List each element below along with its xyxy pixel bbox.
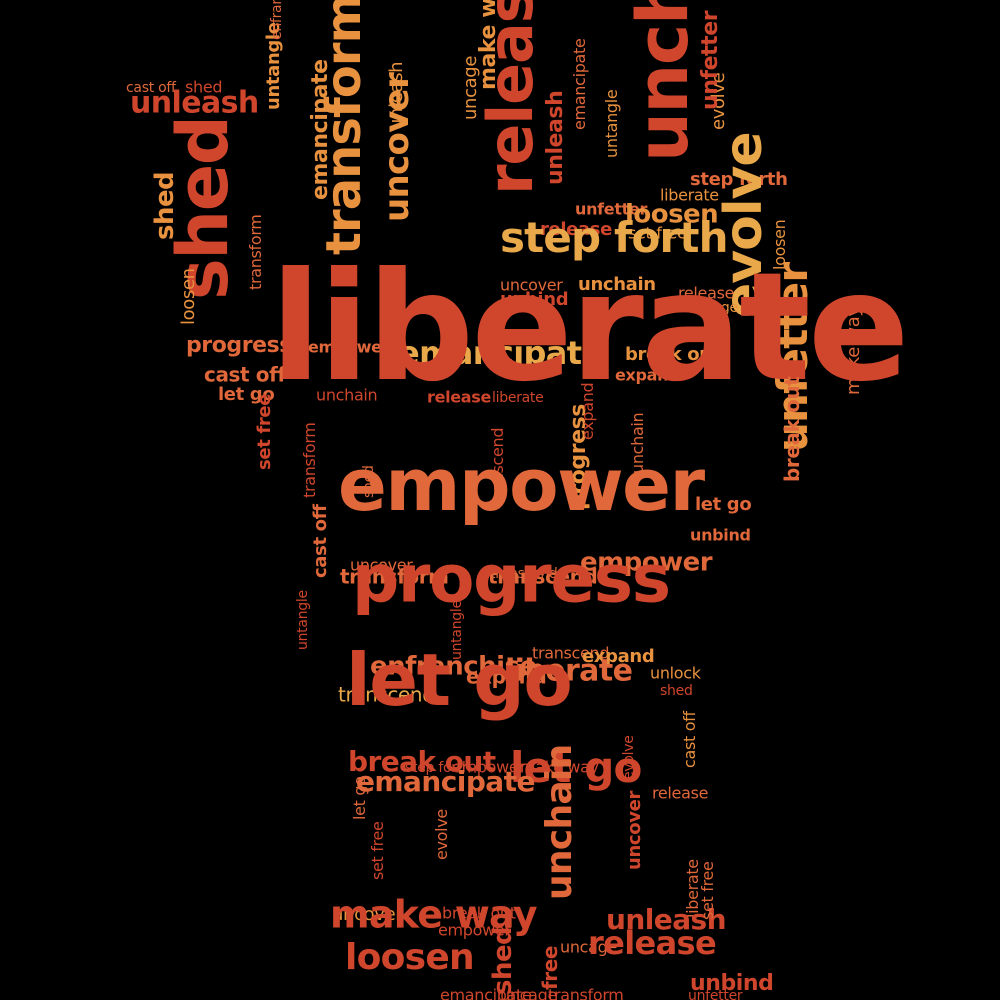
cloud-word: unfetter	[698, 10, 723, 110]
cloud-word: let go	[510, 743, 642, 793]
cloud-word: cast off	[204, 362, 286, 387]
cloud-word: empower	[338, 442, 705, 527]
cloud-word: unleash	[386, 61, 407, 130]
cloud-word: unbind	[690, 970, 774, 996]
cloud-word: expand	[466, 664, 547, 689]
cloud-word: loosen	[178, 268, 199, 325]
cloud-word: break out	[348, 745, 496, 779]
cloud-word: liberate	[270, 241, 910, 415]
cloud-word: unbind	[500, 288, 569, 310]
cloud-word: transform	[300, 422, 319, 498]
cloud-word: loosen	[625, 199, 719, 230]
cloud-word: set free	[628, 223, 687, 243]
cloud-word: liberate	[492, 390, 544, 407]
cloud-word: release	[678, 283, 735, 303]
cloud-word: step forth	[500, 213, 729, 263]
cloud-word: release	[652, 783, 709, 803]
cloud-word: unbind	[690, 525, 751, 545]
cloud-word: break out	[780, 376, 804, 482]
cloud-word: enfranchise	[269, 0, 285, 40]
cloud-word: unchain	[539, 744, 580, 900]
cloud-word: empower	[580, 547, 713, 578]
cloud-word: empower	[308, 337, 390, 357]
cloud-word: uncover	[350, 555, 413, 575]
cloud-word: cast off	[126, 80, 176, 97]
cloud-word: unfetter	[688, 988, 743, 1000]
cloud-word: shed	[185, 77, 223, 97]
cloud-word: cast off	[680, 711, 699, 768]
cloud-word: empower	[452, 757, 525, 777]
cloud-word: uncage	[688, 300, 738, 317]
cloud-word: emancipate	[570, 38, 589, 131]
cloud-word: let go	[218, 383, 275, 405]
cloud-word: evolve	[432, 809, 451, 860]
cloud-word: make way	[520, 757, 599, 777]
cloud-word: break out	[442, 903, 516, 923]
cloud-word: emancipate	[440, 985, 532, 1000]
cloud-word: free	[538, 945, 562, 990]
cloud-word: liberate	[505, 653, 633, 689]
cloud-word: shed	[660, 683, 693, 700]
cloud-word: expand	[582, 645, 655, 667]
cloud-word: transform	[548, 985, 624, 1000]
cloud-word: unchain	[316, 385, 378, 405]
cloud-word: unchain	[578, 273, 656, 295]
cloud-word: untangle	[295, 590, 311, 650]
cloud-word: unchain	[622, 0, 704, 162]
cloud-word: make way	[330, 892, 538, 937]
cloud-word: let go	[695, 493, 752, 515]
cloud-word: emancipate	[356, 765, 535, 799]
cloud-word: unleash	[543, 90, 568, 185]
cloud-word: break out	[625, 343, 720, 365]
cloud-word: uncage	[500, 985, 557, 1000]
cloud-word: untangle	[602, 89, 621, 158]
cloud-word: unleash	[130, 85, 259, 121]
cloud-word: let go	[346, 637, 573, 722]
cloud-word: step forth	[690, 168, 788, 190]
cloud-word: unlock	[650, 663, 701, 683]
cloud-word: unfetter	[575, 199, 648, 219]
cloud-word: empower	[438, 920, 511, 940]
cloud-word: progress	[352, 540, 671, 618]
cloud-word: uncover	[500, 275, 563, 295]
cloud-word: progress	[186, 332, 292, 358]
cloud-word: release	[588, 924, 717, 963]
cloud-word: uncage	[560, 937, 617, 957]
cloud-word: transcend	[532, 643, 610, 663]
cloud-word: transcend	[490, 566, 558, 583]
cloud-word: enfranchise	[370, 651, 537, 682]
cloud-word: transcend	[488, 564, 598, 589]
cloud-word: emancipate	[398, 334, 603, 373]
cloud-word: transform	[246, 214, 265, 290]
cloud-word: uncover	[332, 903, 403, 925]
cloud-word: transform	[316, 0, 372, 255]
cloud-word: set free	[254, 393, 275, 470]
cloud-word: transcend	[338, 682, 435, 707]
cloud-word: liberate	[660, 185, 719, 205]
cloud-word: release	[474, 0, 547, 195]
cloud-word: unleash	[606, 903, 727, 937]
cloud-word: shed	[150, 171, 180, 240]
cloud-word: transform	[340, 564, 449, 589]
cloud-word: release	[540, 218, 613, 240]
cloud-word: shed	[361, 465, 377, 498]
cloud-word: set free	[368, 821, 387, 880]
cloud-word: expand	[615, 365, 680, 385]
cloud-word: cast off	[310, 504, 331, 578]
cloud-word: uncover	[624, 791, 645, 870]
cloud-word: set free	[698, 861, 717, 920]
cloud-word: loosen	[345, 936, 475, 978]
cloud-word: expand	[578, 382, 597, 440]
cloud-word: release	[427, 387, 492, 407]
cloud-word: step forth	[405, 760, 471, 777]
